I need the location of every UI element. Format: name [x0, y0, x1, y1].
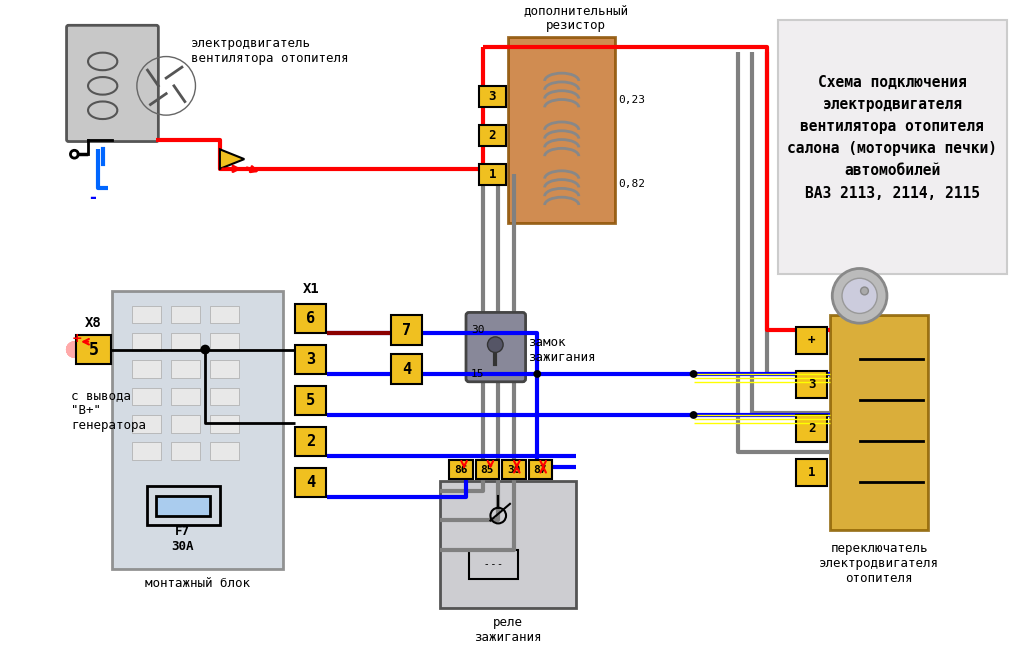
Bar	[132, 360, 161, 378]
Text: 4: 4	[402, 361, 411, 376]
Text: +: +	[71, 332, 82, 345]
Bar	[171, 442, 200, 460]
FancyBboxPatch shape	[295, 303, 327, 333]
Text: F7
30A: F7 30A	[171, 525, 194, 553]
FancyBboxPatch shape	[466, 312, 526, 381]
Text: реле
зажигания: реле зажигания	[474, 616, 541, 644]
FancyBboxPatch shape	[391, 354, 422, 383]
Text: - - -: - - -	[485, 559, 502, 570]
Circle shape	[533, 370, 541, 378]
Text: 30: 30	[507, 465, 521, 475]
Text: 5: 5	[89, 340, 98, 359]
Text: 2: 2	[489, 129, 496, 142]
FancyBboxPatch shape	[295, 344, 327, 374]
FancyBboxPatch shape	[529, 460, 552, 479]
Bar	[157, 496, 210, 516]
Bar	[132, 333, 161, 350]
Text: 2: 2	[808, 422, 816, 435]
Bar	[171, 387, 200, 405]
Circle shape	[842, 278, 877, 313]
Bar	[830, 315, 928, 530]
Bar	[210, 387, 239, 405]
Bar	[132, 415, 161, 432]
Bar	[210, 442, 239, 460]
Text: 2: 2	[306, 434, 315, 449]
Text: 87: 87	[533, 465, 547, 475]
Bar	[171, 305, 200, 323]
Text: 15: 15	[471, 369, 485, 379]
Bar	[171, 360, 200, 378]
Circle shape	[832, 268, 887, 323]
Bar	[508, 37, 616, 223]
Text: Схема подключения
электродвигателя
вентилятора отопителя
салона (моторчика печки: Схема подключения электродвигателя венти…	[788, 75, 997, 201]
FancyBboxPatch shape	[478, 125, 506, 146]
FancyBboxPatch shape	[796, 371, 827, 398]
Bar	[132, 305, 161, 323]
FancyBboxPatch shape	[796, 415, 827, 442]
Bar	[171, 333, 200, 350]
Bar	[171, 415, 200, 432]
FancyBboxPatch shape	[295, 467, 327, 497]
FancyBboxPatch shape	[502, 460, 526, 479]
Circle shape	[690, 370, 698, 378]
Text: электродвигатель
вентилятора отопителя: электродвигатель вентилятора отопителя	[191, 37, 348, 65]
Bar	[439, 481, 576, 609]
Text: дополнительный
резистор: дополнительный резистор	[524, 4, 629, 32]
Bar	[210, 360, 239, 378]
Text: 3: 3	[808, 378, 816, 391]
Text: переключатель
электродвигателя
отопителя: переключатель электродвигателя отопителя	[820, 542, 939, 585]
FancyBboxPatch shape	[67, 25, 159, 141]
Text: 0,23: 0,23	[619, 96, 645, 105]
Text: X1: X1	[302, 282, 319, 296]
Text: 0,82: 0,82	[619, 178, 645, 189]
Text: 5: 5	[306, 393, 315, 408]
Text: -: -	[90, 189, 96, 207]
Text: X8: X8	[85, 316, 101, 330]
Text: 85: 85	[480, 465, 494, 475]
Bar	[469, 549, 518, 579]
Bar	[777, 20, 1007, 274]
FancyBboxPatch shape	[295, 426, 327, 456]
FancyBboxPatch shape	[796, 327, 827, 354]
Bar	[132, 442, 161, 460]
FancyBboxPatch shape	[475, 460, 499, 479]
Text: 3: 3	[489, 90, 496, 103]
Text: +: +	[808, 334, 816, 347]
Bar	[210, 415, 239, 432]
Text: 7: 7	[402, 322, 411, 337]
Text: 1: 1	[489, 168, 496, 181]
Text: монтажный блок: монтажный блок	[145, 577, 251, 590]
Text: 6: 6	[306, 311, 315, 326]
Text: 30: 30	[471, 325, 485, 335]
FancyBboxPatch shape	[295, 385, 327, 415]
FancyBboxPatch shape	[478, 86, 506, 107]
Text: замок
зажигания: замок зажигания	[528, 335, 595, 363]
Text: с вывода
"В+"
генератора: с вывода "В+" генератора	[71, 389, 146, 432]
Text: 4: 4	[306, 475, 315, 490]
Circle shape	[861, 287, 868, 295]
FancyBboxPatch shape	[450, 460, 473, 479]
Polygon shape	[220, 149, 244, 169]
Text: 86: 86	[455, 465, 468, 475]
Text: 3: 3	[306, 352, 315, 367]
Bar	[210, 305, 239, 323]
Bar	[112, 291, 284, 570]
FancyBboxPatch shape	[76, 335, 110, 364]
FancyBboxPatch shape	[796, 459, 827, 486]
Text: 1: 1	[808, 466, 816, 479]
Circle shape	[200, 344, 210, 354]
FancyBboxPatch shape	[478, 164, 506, 186]
Bar	[132, 387, 161, 405]
Circle shape	[488, 337, 503, 352]
Circle shape	[690, 411, 698, 419]
Bar	[210, 333, 239, 350]
Bar	[146, 486, 220, 525]
FancyBboxPatch shape	[391, 315, 422, 344]
